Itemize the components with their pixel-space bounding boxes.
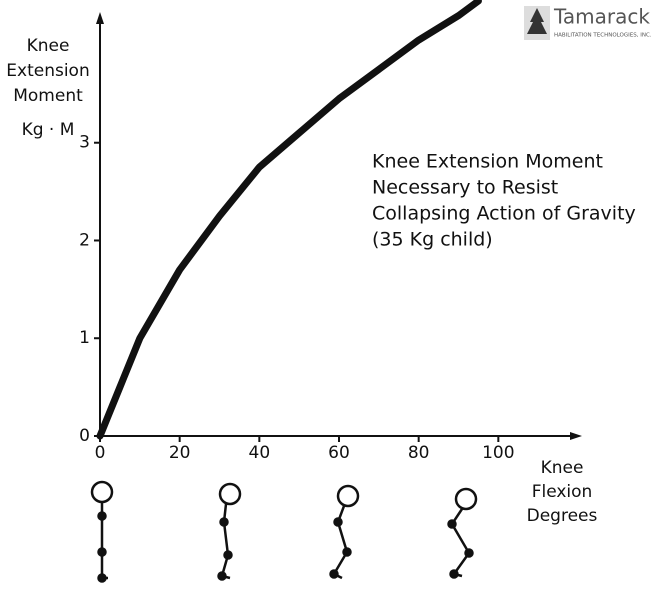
y-tick-label: 3 — [79, 133, 90, 153]
y-axis-label: Knee — [27, 36, 70, 56]
y-axis-label: Moment — [13, 86, 83, 106]
x-axis-label: Flexion — [532, 482, 593, 502]
x-tick-label: 0 — [95, 443, 106, 463]
x-tick-label: 60 — [328, 443, 350, 463]
x-tick-label: 100 — [482, 443, 514, 463]
x-axis-label: Degrees — [527, 506, 598, 526]
x-tick-label: 80 — [408, 443, 430, 463]
y-tick-label: 0 — [79, 426, 90, 446]
x-tick-label: 20 — [169, 443, 191, 463]
stick-figures — [90, 480, 478, 583]
y-tick-label: 1 — [79, 328, 90, 348]
y-axis-label: Extension — [6, 61, 89, 81]
logo-subtitle: HABILITATION TECHNOLOGIES, INC. — [554, 33, 652, 39]
annotation: Collapsing Action of Gravity — [372, 203, 636, 225]
x-tick-label: 40 — [249, 443, 271, 463]
logo-name: Tamarack® — [553, 5, 652, 29]
annotation: Necessary to Resist — [372, 177, 558, 199]
y-axis-unit: Kg · M — [22, 120, 75, 140]
annotation: (35 Kg child) — [372, 229, 493, 251]
logo-tree — [527, 8, 547, 34]
y-axis-arrow — [96, 12, 104, 24]
curve — [96, 0, 482, 440]
logo: Tamarack® HABILITATION TECHNOLOGIES, INC… — [524, 5, 652, 40]
annotation: Knee Extension Moment — [372, 151, 603, 173]
y-tick-label: 2 — [79, 230, 90, 250]
x-axis-label: Knee — [541, 458, 584, 478]
x-axis-arrow — [570, 432, 582, 440]
